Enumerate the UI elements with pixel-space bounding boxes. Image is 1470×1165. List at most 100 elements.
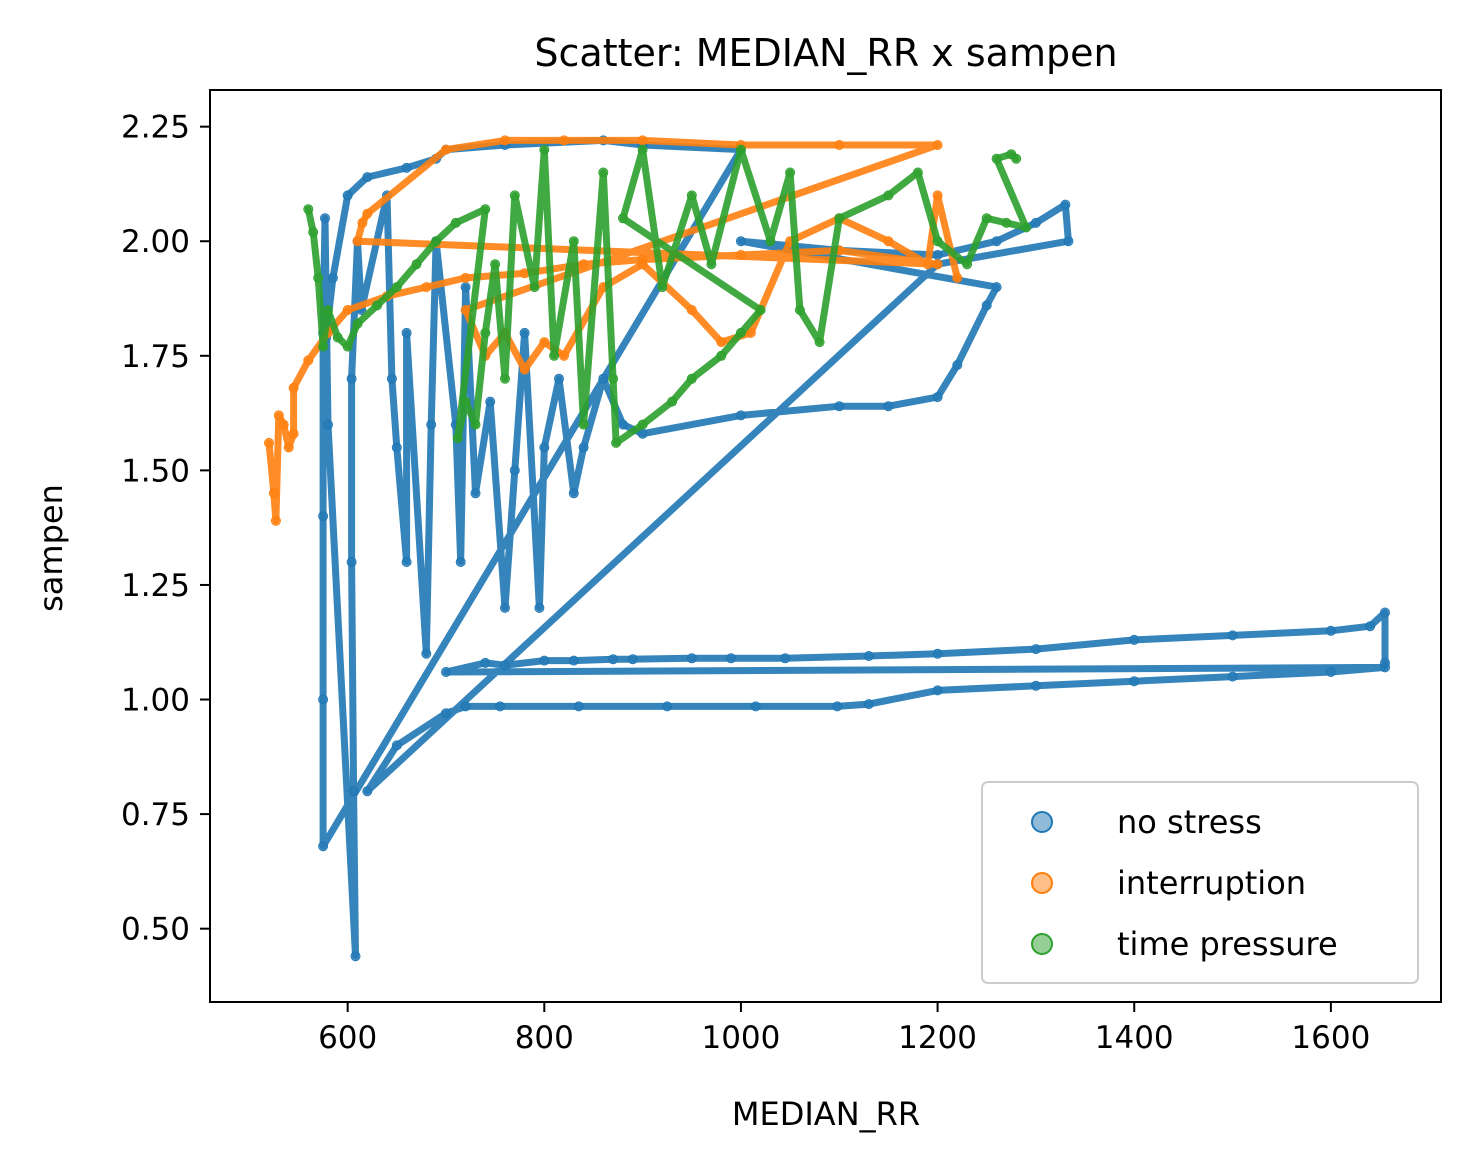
data-point [1365, 621, 1376, 632]
data-point [362, 786, 373, 797]
data-point [637, 419, 648, 430]
data-point [495, 701, 506, 712]
series-time-pressure [303, 144, 1032, 448]
data-point [611, 437, 622, 448]
data-point [735, 236, 746, 247]
data-point [883, 401, 894, 412]
data-point [1011, 153, 1022, 164]
x-tick-label: 1200 [898, 1020, 977, 1056]
data-point [411, 259, 422, 270]
data-point [637, 144, 648, 155]
data-point [346, 557, 357, 567]
data-point [932, 190, 943, 201]
data-point [765, 236, 776, 247]
data-point [922, 259, 933, 270]
legend: no stress interruption time pressure [981, 781, 1419, 984]
data-point [657, 282, 668, 293]
chart-title: Scatter: MEDIAN_RR x sampen [534, 31, 1117, 75]
y-tick-label: 1.25 [121, 568, 190, 604]
data-point [686, 653, 697, 664]
data-point [735, 410, 746, 421]
data-point [268, 488, 279, 499]
data-point [320, 213, 330, 224]
data-point [500, 660, 510, 671]
data-point [785, 167, 796, 178]
data-point [814, 337, 825, 348]
data-point [750, 701, 761, 712]
data-point [460, 701, 471, 712]
legend-marker [1031, 811, 1053, 833]
data-point [991, 236, 1002, 247]
data-point [327, 272, 338, 283]
data-point [932, 392, 943, 403]
x-tick-label: 1400 [1095, 1020, 1174, 1056]
data-point [627, 654, 638, 665]
data-point [735, 144, 746, 155]
data-point [568, 655, 579, 666]
data-point [350, 951, 361, 962]
data-point [500, 602, 510, 613]
data-point [1030, 680, 1041, 691]
data-point [323, 419, 333, 430]
legend-marker [1031, 872, 1053, 894]
data-point [598, 373, 609, 384]
data-point [962, 259, 973, 270]
data-point [667, 396, 678, 407]
data-point [342, 305, 353, 315]
data-point [832, 701, 843, 712]
data-point [662, 701, 673, 712]
data-point [352, 318, 363, 329]
data-point [932, 140, 943, 150]
data-point [716, 337, 727, 348]
data-point [1030, 217, 1041, 228]
data-point [455, 557, 466, 567]
data-point [500, 135, 510, 146]
data-point [273, 410, 284, 421]
data-point [323, 305, 333, 315]
data-point [1129, 634, 1140, 645]
x-tick-label: 1000 [701, 1020, 780, 1056]
data-point [460, 282, 471, 293]
data-point [539, 144, 550, 155]
data-point [386, 373, 397, 384]
data-point [981, 213, 992, 224]
data-point [991, 282, 1002, 293]
data-point [534, 602, 545, 613]
data-point [794, 305, 805, 315]
data-point [288, 382, 299, 393]
data-point [318, 341, 329, 352]
data-point [1227, 671, 1238, 682]
y-axis-label: sampen [32, 484, 70, 612]
y-tick-label: 2.25 [121, 110, 190, 146]
data-point [270, 515, 281, 526]
data-point [431, 236, 442, 247]
data-point [834, 213, 845, 224]
legend-label: interruption [1117, 864, 1306, 902]
data-point [480, 327, 491, 338]
x-axis-label: MEDIAN_RR [732, 1095, 920, 1133]
data-point [883, 236, 894, 247]
data-point [480, 204, 491, 215]
data-point [348, 786, 359, 797]
data-point [318, 694, 329, 705]
y-tick-label: 0.75 [121, 797, 190, 833]
y-tick-label: 2.00 [121, 224, 190, 260]
data-point [598, 167, 609, 178]
data-point [450, 217, 461, 228]
data-point [509, 190, 520, 201]
data-point [332, 332, 343, 343]
data-point [755, 305, 766, 315]
data-point [452, 433, 463, 444]
data-point [313, 272, 324, 283]
data-point [362, 208, 373, 219]
data-point [573, 701, 584, 712]
data-point [460, 272, 471, 283]
data-point [426, 419, 437, 430]
data-point [745, 327, 756, 338]
data-point [637, 135, 648, 146]
data-point [618, 419, 628, 430]
data-point [1030, 644, 1041, 655]
data-point [490, 259, 501, 270]
data-point [308, 227, 319, 238]
